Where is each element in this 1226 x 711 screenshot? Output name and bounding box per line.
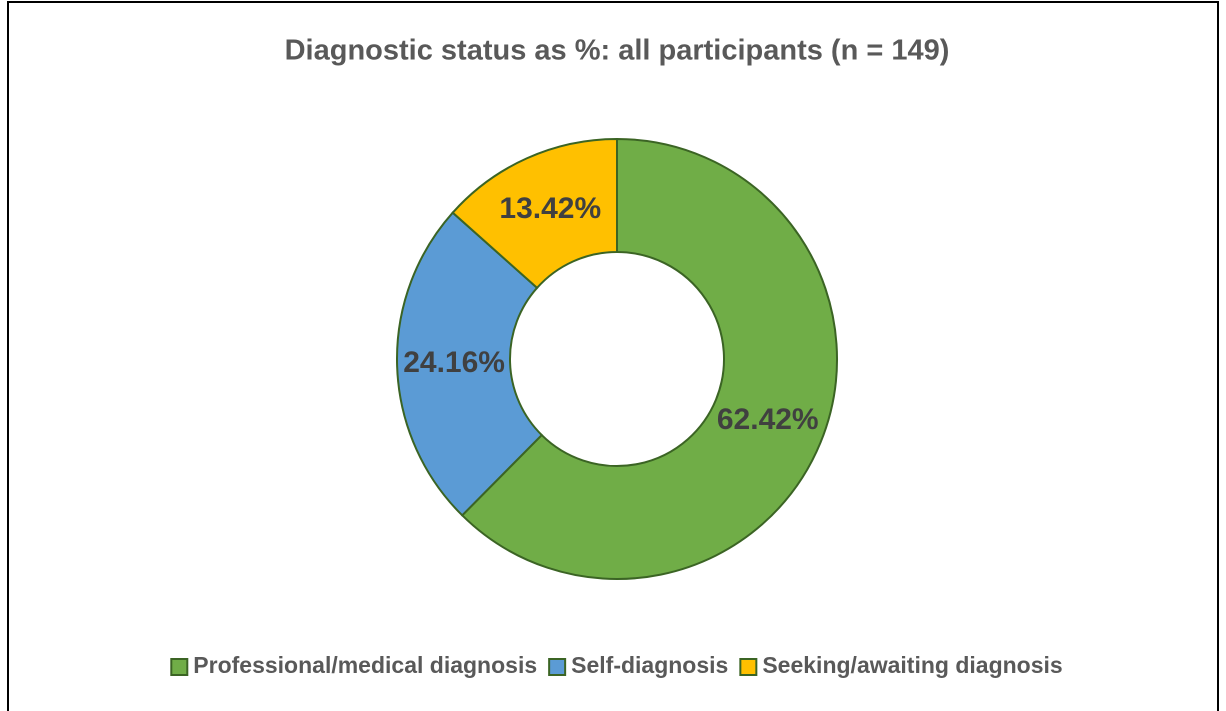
donut-segment <box>396 211 544 517</box>
donut-segment <box>451 137 618 290</box>
legend-label: Seeking/awaiting diagnosis <box>762 652 1062 678</box>
legend-swatch <box>170 658 189 676</box>
chart-frame <box>7 1 1219 711</box>
data-label: 24.16% <box>403 346 505 379</box>
legend-label: Professional/medical diagnosis <box>193 652 537 678</box>
data-label: 62.42% <box>717 403 819 436</box>
legend-label: Self-diagnosis <box>571 652 728 678</box>
chart-title: Diagnostic status as %: all participants… <box>285 35 950 67</box>
donut-segment <box>460 137 838 580</box>
legend-swatch <box>548 658 567 676</box>
legend-swatch <box>739 658 758 676</box>
data-label: 13.42% <box>499 192 601 225</box>
